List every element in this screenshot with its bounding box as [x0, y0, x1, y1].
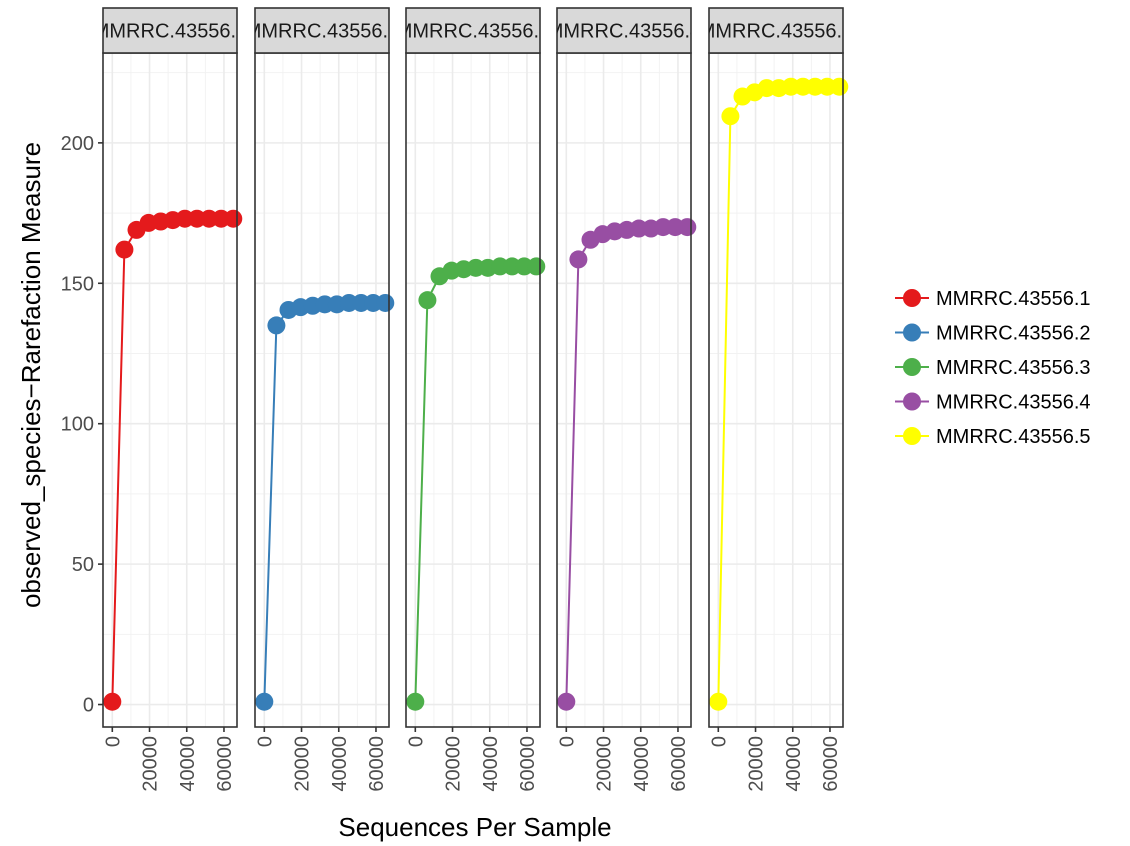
legend-marker [903, 289, 921, 307]
x-tick-label: 0 [556, 736, 578, 747]
facet-strip-label: MMRRC.43556.5 [699, 21, 854, 43]
x-tick-label: 40000 [631, 736, 653, 792]
facet-panels: MMRRC.43556.10 20000 40000 60000MMRRC.43556… [93, 7, 854, 792]
x-tick-label: 20000 [140, 736, 162, 792]
data-point [267, 316, 286, 335]
x-tick-label: 60000 [517, 736, 539, 792]
facet-panel: MMRRC.43556.2 0 20000 40000 60000 [245, 7, 400, 792]
facet-strip-label: MMRRC.43556.2 [245, 21, 400, 43]
x-tick-label: 40000 [177, 736, 199, 792]
x-tick-label: 0 [254, 736, 276, 747]
y-tick-label: 150 [61, 273, 94, 295]
data-point [709, 692, 728, 711]
legend-item: MMRRC.43556.3 [895, 357, 1091, 379]
legend-item: MMRRC.43556.4 [895, 392, 1091, 414]
legend-marker [903, 427, 921, 445]
legend-item: MMRRC.43556.2 [895, 323, 1091, 345]
x-tick-label: 0 [708, 736, 730, 747]
x-tick-label: 20000 [594, 736, 616, 792]
x-tick-label: 60000 [366, 736, 388, 792]
facet-panel: MMRRC.43556.1 0 20000 40000 60000 [93, 7, 248, 792]
data-point [115, 240, 134, 259]
panel-background [406, 53, 540, 727]
legend-label: MMRRC.43556.5 [936, 426, 1091, 448]
legend-item: MMRRC.43556.1 [895, 288, 1091, 310]
data-point [721, 107, 740, 126]
legend-marker [903, 358, 921, 376]
facet-panel: MMRRC.43556.3 0 20000 40000 60000 [396, 7, 551, 792]
x-tick-label: 20000 [292, 736, 314, 792]
data-point [418, 291, 437, 310]
data-point [255, 692, 274, 711]
data-point [103, 692, 122, 711]
y-tick-label: 0 [83, 695, 94, 717]
legend-label: MMRRC.43556.1 [936, 288, 1091, 310]
x-tick-label: 40000 [783, 736, 805, 792]
x-axis-title: Sequences Per Sample [338, 812, 611, 842]
panel-background [103, 53, 237, 727]
x-tick-label: 40000 [329, 736, 351, 792]
facet-panel: MMRRC.43556.5 0 20000 40000 60000 [699, 7, 854, 792]
facet-strip [102, 7, 238, 54]
legend-marker [903, 323, 921, 342]
data-point [406, 692, 425, 711]
facet-strip [254, 7, 390, 54]
y-tick-label: 100 [61, 414, 94, 436]
x-tick-label: 60000 [668, 736, 690, 792]
panel-background [255, 53, 389, 727]
facet-strip-label: MMRRC.43556.3 [396, 21, 551, 43]
panel-background [557, 53, 691, 727]
x-tick-label: 40000 [480, 736, 502, 792]
facet-strip [708, 7, 844, 54]
data-point [830, 77, 849, 96]
facet-strip-label: MMRRC.43556.4 [547, 21, 702, 43]
legend-item: MMRRC.43556.5 [895, 426, 1091, 448]
data-point [678, 218, 697, 237]
legend-label: MMRRC.43556.3 [936, 357, 1091, 379]
legend-marker [903, 392, 921, 411]
panel-background [709, 53, 843, 727]
legend: MMRRC.43556.1 MMRRC.43556.2 MMRRC.43556.3 M… [895, 288, 1091, 448]
x-tick-label: 0 [405, 736, 427, 747]
y-tick-label: 50 [72, 554, 94, 576]
y-axis-title: observed_species−Rarefaction Measure [16, 142, 46, 608]
x-tick-label: 0 [102, 736, 124, 747]
y-tick-label: 200 [61, 133, 94, 155]
facet-strip-label: MMRRC.43556.1 [93, 21, 248, 43]
data-point [527, 257, 546, 276]
x-tick-label: 60000 [214, 736, 236, 792]
x-tick-label: 20000 [443, 736, 465, 792]
x-tick-label: 60000 [820, 736, 842, 792]
data-point [569, 250, 588, 269]
data-point [557, 692, 576, 711]
legend-label: MMRRC.43556.2 [936, 323, 1091, 345]
facet-panel: MMRRC.43556.4 0 20000 40000 60000 [547, 7, 702, 792]
legend-label: MMRRC.43556.4 [936, 392, 1091, 414]
data-point [224, 209, 243, 228]
data-point [376, 293, 395, 312]
facet-strip [405, 7, 541, 54]
facet-strip [556, 7, 692, 54]
x-tick-label: 20000 [746, 736, 768, 792]
y-axis: 0 50 100 150 200 [61, 133, 103, 717]
